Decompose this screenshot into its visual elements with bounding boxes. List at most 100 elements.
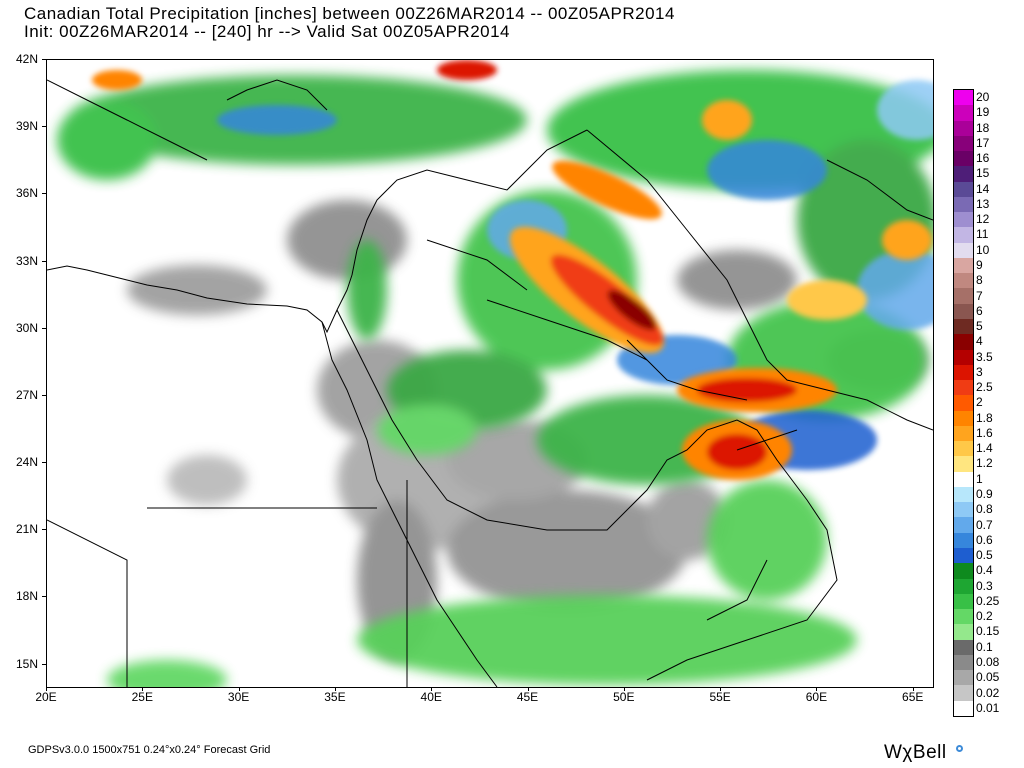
lon-tick bbox=[46, 687, 47, 691]
legend-swatch bbox=[954, 578, 973, 594]
legend-label: 10 bbox=[976, 242, 990, 257]
legend-swatch bbox=[954, 547, 973, 564]
lat-tick bbox=[42, 126, 46, 128]
lat-tick bbox=[42, 596, 46, 598]
legend-label: 11 bbox=[976, 227, 989, 242]
legend-label: 0.6 bbox=[976, 532, 993, 547]
legend-swatch bbox=[954, 593, 973, 610]
legend-swatch bbox=[954, 334, 973, 350]
lon-label: 50E bbox=[613, 690, 635, 704]
legend-swatch bbox=[954, 349, 973, 365]
legend-swatch bbox=[954, 257, 973, 274]
lon-label: 65E bbox=[902, 690, 924, 704]
lon-label: 40E bbox=[420, 690, 442, 704]
lon-label: 25E bbox=[131, 690, 153, 704]
legend-label: 2 bbox=[976, 395, 983, 410]
legend-swatch bbox=[954, 318, 973, 335]
legend-label: 19 bbox=[976, 105, 990, 120]
legend-swatch bbox=[954, 196, 973, 213]
legend-swatch bbox=[954, 380, 973, 396]
legend-swatch bbox=[954, 624, 973, 640]
legend-label: 1.4 bbox=[976, 441, 993, 456]
legend-label: 1.2 bbox=[976, 456, 993, 471]
lat-tick bbox=[42, 59, 46, 60]
legend-swatch bbox=[954, 120, 973, 136]
legend-label: 7 bbox=[976, 288, 983, 303]
lat-label: 24N bbox=[15, 455, 38, 470]
legend-label: 0.08 bbox=[976, 654, 1000, 669]
legend-swatch bbox=[954, 410, 973, 426]
legend-swatch bbox=[954, 441, 973, 457]
legend-swatch bbox=[954, 517, 973, 533]
lat-label: 27N bbox=[15, 387, 38, 402]
legend-label: 8 bbox=[976, 273, 983, 288]
model-info: GDPSv3.0.0 1500x751 0.24°x0.24° Forecast… bbox=[28, 744, 271, 756]
precipitation-map bbox=[46, 59, 934, 688]
color-legend bbox=[953, 89, 974, 717]
lat-tick bbox=[42, 394, 46, 396]
legend-label: 1.8 bbox=[976, 410, 993, 425]
brand-logo: WχBell bbox=[884, 742, 947, 763]
legend-label: 5 bbox=[976, 319, 983, 334]
lat-label: 21N bbox=[15, 522, 38, 537]
legend-label: 14 bbox=[976, 181, 990, 196]
lat-label: 30N bbox=[15, 320, 38, 335]
lon-label: 20E bbox=[35, 690, 57, 704]
legend-label: 0.9 bbox=[976, 487, 993, 502]
legend-label: 0.3 bbox=[976, 578, 993, 593]
lat-tick bbox=[42, 327, 46, 329]
lon-tick bbox=[431, 687, 433, 691]
legend-label: 0.8 bbox=[976, 502, 993, 517]
legend-swatch bbox=[954, 456, 973, 472]
legend-swatch bbox=[954, 273, 973, 289]
lon-tick bbox=[623, 687, 625, 691]
legend-label: 6 bbox=[976, 303, 983, 318]
lon-label: 45E bbox=[516, 690, 539, 704]
legend-swatch bbox=[954, 90, 973, 106]
legend-label: 1.6 bbox=[976, 425, 993, 440]
legend-swatch bbox=[954, 212, 973, 228]
legend-swatch bbox=[954, 395, 973, 411]
lat-tick bbox=[42, 663, 46, 665]
legend-label: 0.7 bbox=[976, 517, 993, 532]
legend-swatch bbox=[954, 670, 973, 686]
legend-label: 9 bbox=[976, 257, 983, 272]
legend-label: 0.1 bbox=[976, 639, 993, 654]
lat-label: 39N bbox=[15, 119, 38, 134]
legend-swatch bbox=[954, 685, 973, 701]
lon-label: 55E bbox=[709, 690, 731, 704]
legend-label: 20 bbox=[976, 90, 990, 104]
legend-label: 2.5 bbox=[976, 380, 993, 395]
legend-label: 4 bbox=[976, 334, 983, 349]
legend-label: 3 bbox=[976, 364, 983, 379]
legend-label: 1 bbox=[976, 471, 983, 486]
lon-tick bbox=[720, 687, 722, 691]
legend-label: 0.02 bbox=[976, 685, 1000, 700]
lat-tick bbox=[42, 260, 46, 262]
lat-label: 15N bbox=[15, 656, 38, 671]
lat-label: 36N bbox=[15, 186, 38, 201]
legend-swatch bbox=[954, 227, 973, 243]
lon-tick bbox=[816, 687, 818, 691]
legend-label: 0.2 bbox=[976, 609, 993, 624]
legend-swatch bbox=[954, 609, 973, 625]
legend-label: 0.25 bbox=[976, 593, 1000, 608]
lat-tick bbox=[42, 193, 46, 195]
legend-swatch bbox=[954, 654, 973, 671]
legend-label: 17 bbox=[976, 135, 990, 150]
legend-swatch bbox=[954, 471, 973, 487]
legend-swatch bbox=[954, 242, 973, 258]
legend-label: 0.15 bbox=[976, 624, 1000, 639]
lat-label: 18N bbox=[15, 589, 38, 604]
legend-swatch bbox=[954, 532, 973, 548]
legend-label: 0.5 bbox=[976, 548, 993, 563]
chart-subtitle: Init: 00Z26MAR2014 -- [240] hr --> Valid… bbox=[24, 22, 511, 41]
legend-label: 13 bbox=[976, 196, 990, 211]
legend-label: 0.05 bbox=[976, 670, 1000, 685]
legend-swatch bbox=[954, 135, 973, 152]
legend-swatch bbox=[954, 166, 973, 182]
lon-label: 30E bbox=[227, 690, 250, 704]
lat-tick bbox=[42, 529, 46, 531]
legend-label: 18 bbox=[976, 120, 990, 135]
lat-label: 42N bbox=[15, 52, 38, 66]
